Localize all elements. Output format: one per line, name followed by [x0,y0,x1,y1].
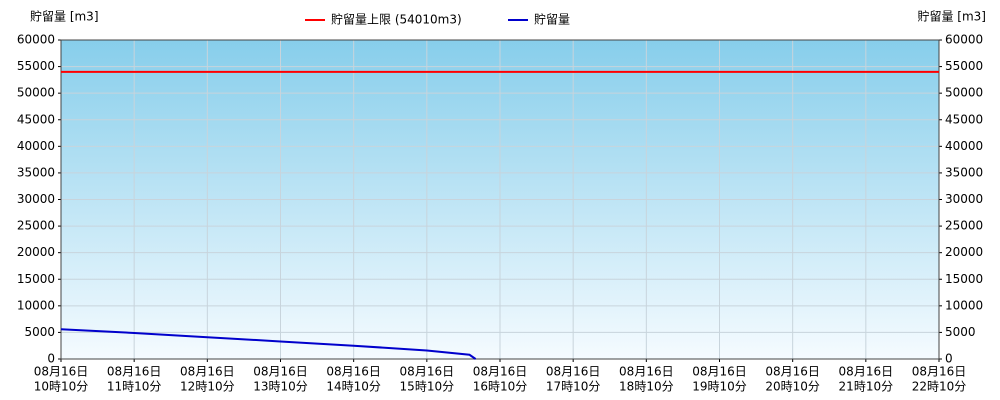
x-tick-label: 22時10分 [912,380,967,394]
y-tick-label: 30000 [17,192,55,206]
y2-axis-label: 貯留量 [m3] [917,10,986,24]
x-tick-label: 08月16日 [692,365,747,379]
legend-label: 貯留量上限 (54010m3) [331,13,462,27]
x-tick-label: 13時10分 [253,380,308,394]
x-tick-label: 08月16日 [400,365,455,379]
x-tick-label: 21時10分 [839,380,894,394]
y-tick-label: 15000 [17,272,55,286]
y2-tick-label: 55000 [945,59,983,73]
y2-tick-label: 0 [945,352,953,366]
y-tick-label: 20000 [17,245,55,259]
y2-tick-label: 10000 [945,298,983,312]
y-tick-label: 45000 [17,112,55,126]
x-tick-label: 18時10分 [619,380,674,394]
x-tick-label: 15時10分 [400,380,455,394]
x-tick-label: 16時10分 [473,380,528,394]
y2-tick-label: 60000 [945,33,983,47]
x-tick-label: 08月16日 [765,365,820,379]
x-tick-label: 08月16日 [619,365,674,379]
y2-tick-label: 50000 [945,86,983,100]
x-tick-label: 08月16日 [253,365,308,379]
y-tick-label: 50000 [17,86,55,100]
y2-tick-label: 40000 [945,139,983,153]
x-tick-label: 08月16日 [546,365,601,379]
y-tick-label: 35000 [17,165,55,179]
y2-tick-label: 20000 [945,245,983,259]
x-tick-label: 08月16日 [326,365,381,379]
y2-tick-label: 5000 [945,325,976,339]
x-tick-label: 10時10分 [34,380,89,394]
x-tick-label: 17時10分 [546,380,601,394]
y-axis-label: 貯留量 [m3] [30,10,99,24]
y-tick-label: 0 [47,352,55,366]
y-tick-label: 60000 [17,33,55,47]
y-tick-label: 5000 [24,325,55,339]
x-tick-label: 08月16日 [839,365,894,379]
x-tick-label: 12時10分 [180,380,235,394]
y2-tick-label: 45000 [945,112,983,126]
x-tick-label: 19時10分 [692,380,747,394]
y2-tick-label: 15000 [945,272,983,286]
x-tick-label: 11時10分 [107,380,162,394]
x-tick-label: 14時10分 [326,380,381,394]
y2-tick-label: 35000 [945,165,983,179]
x-tick-label: 08月16日 [473,365,528,379]
x-tick-label: 08月16日 [912,365,967,379]
legend-label: 貯留量 [534,13,570,27]
y-tick-label: 10000 [17,298,55,312]
x-tick-label: 20時10分 [765,380,820,394]
y-tick-label: 40000 [17,139,55,153]
series-line [60,328,477,360]
x-tick-label: 08月16日 [180,365,235,379]
x-tick-label: 08月16日 [34,365,89,379]
x-tick-label: 08月16日 [107,365,162,379]
y2-tick-label: 30000 [945,192,983,206]
y-tick-label: 25000 [17,219,55,233]
y-tick-label: 55000 [17,59,55,73]
y2-tick-label: 25000 [945,219,983,233]
plot-frame [60,39,940,360]
